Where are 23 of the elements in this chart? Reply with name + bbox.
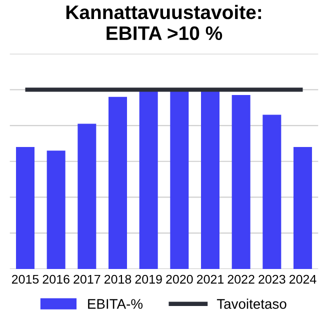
x-tick-label: 2017	[74, 274, 100, 284]
bar	[293, 147, 312, 269]
x-tick-label: 2020	[166, 274, 193, 284]
x-tick-label: 2021	[196, 274, 224, 284]
chart-title: Kannattavuustavoite: EBITA >10 %	[66, 4, 261, 40]
legend-label: EBITA-%	[88, 299, 143, 309]
bar	[108, 96, 127, 269]
bar	[16, 147, 35, 269]
x-tick-label: 2019	[135, 274, 162, 284]
bar	[78, 124, 96, 269]
x-tick-label: 2023	[258, 274, 286, 284]
x-tick-label: 2016	[42, 274, 70, 284]
bar	[46, 150, 66, 269]
bar	[232, 95, 250, 269]
bar	[139, 91, 158, 269]
x-tick-label: 2024	[289, 274, 316, 284]
x-tick-label: 2022	[228, 274, 254, 284]
x-tick-label: 2018	[104, 274, 132, 284]
legend-label: Tavoitetaso	[216, 298, 286, 309]
x-tick-label: 2015	[12, 274, 39, 284]
bar	[201, 90, 220, 269]
bar	[262, 114, 282, 269]
bar	[170, 90, 189, 269]
